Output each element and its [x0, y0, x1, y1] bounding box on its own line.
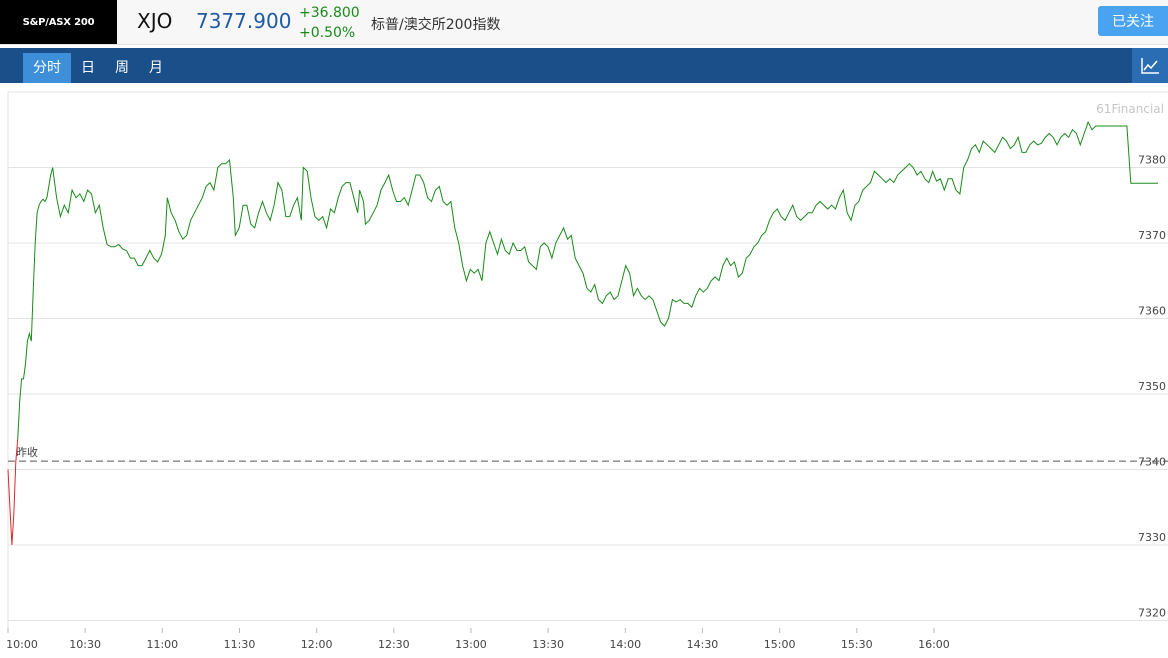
- price-line-segment: [17, 120, 1158, 440]
- follow-button[interactable]: 已关注: [1098, 6, 1168, 36]
- tab-weekly[interactable]: 周: [115, 60, 129, 76]
- tab-monthly[interactable]: 月: [149, 60, 163, 76]
- price-change-percent: +0.50%: [299, 25, 356, 41]
- x-tick-label: 16:00: [918, 638, 950, 651]
- chart-toggle[interactable]: [1132, 48, 1168, 83]
- y-tick-label: 7330: [1138, 531, 1166, 544]
- x-tick-label: 10:00: [6, 638, 38, 651]
- y-tick-label: 7350: [1138, 380, 1166, 393]
- x-tick-label: 15:30: [841, 638, 873, 651]
- x-tick-label: 11:30: [224, 638, 256, 651]
- y-axis: 7320 7330 7340 7350 7360 7370 7380: [1138, 153, 1166, 619]
- price-line: [7, 120, 1158, 546]
- last-price: 7377.900: [196, 9, 292, 33]
- period-tab-bar: 分时 日 周 月: [0, 48, 1168, 83]
- y-tick-label: 7340: [1138, 455, 1166, 468]
- tab-daily[interactable]: 日: [81, 60, 95, 76]
- prev-close-label: 昨收: [16, 445, 38, 459]
- x-tick-label: 12:00: [301, 638, 333, 651]
- x-tick-label: 13:30: [532, 638, 564, 651]
- x-tick-label: 10:30: [69, 638, 101, 651]
- index-symbol: XJO: [137, 9, 173, 33]
- watermark: 61Financial: [1096, 102, 1164, 116]
- line-chart-icon: [1141, 57, 1159, 74]
- y-tick-label: 7320: [1138, 606, 1166, 619]
- x-tick-label: 13:00: [455, 638, 487, 651]
- chart-type-button[interactable]: [1132, 48, 1168, 83]
- x-tick-label: 12:30: [378, 638, 410, 651]
- quote-header: S&P/ASX 200 XJO 7377.900 +36.800 +0.50% …: [0, 0, 1168, 45]
- x-tick-label: 14:00: [609, 638, 641, 651]
- y-tick-label: 7380: [1138, 153, 1166, 166]
- x-tick-label: 15:00: [764, 638, 796, 651]
- tab-intraday[interactable]: 分时: [23, 53, 71, 83]
- y-tick-label: 7360: [1138, 304, 1166, 317]
- x-tick-label: 11:00: [146, 638, 178, 651]
- price-change-block: +36.800 +0.50%: [299, 3, 360, 43]
- x-axis: 10:00 10:30 11:00 11:30 12:00 12:30 13:00 13:30…: [6, 628, 950, 651]
- price-line-segment: [7, 439, 19, 546]
- y-tick-label: 7370: [1138, 229, 1166, 242]
- intraday-chart: 61Financial 7320 7330 7340 7350 7360 7370 7380…: [6, 91, 1168, 651]
- x-tick-label: 14:30: [687, 638, 719, 651]
- chart-grid: [7, 91, 1168, 628]
- index-name: 标普/澳交所200指数: [371, 17, 501, 33]
- price-change: +36.800: [299, 5, 360, 21]
- index-logo: S&P/ASX 200: [0, 0, 117, 44]
